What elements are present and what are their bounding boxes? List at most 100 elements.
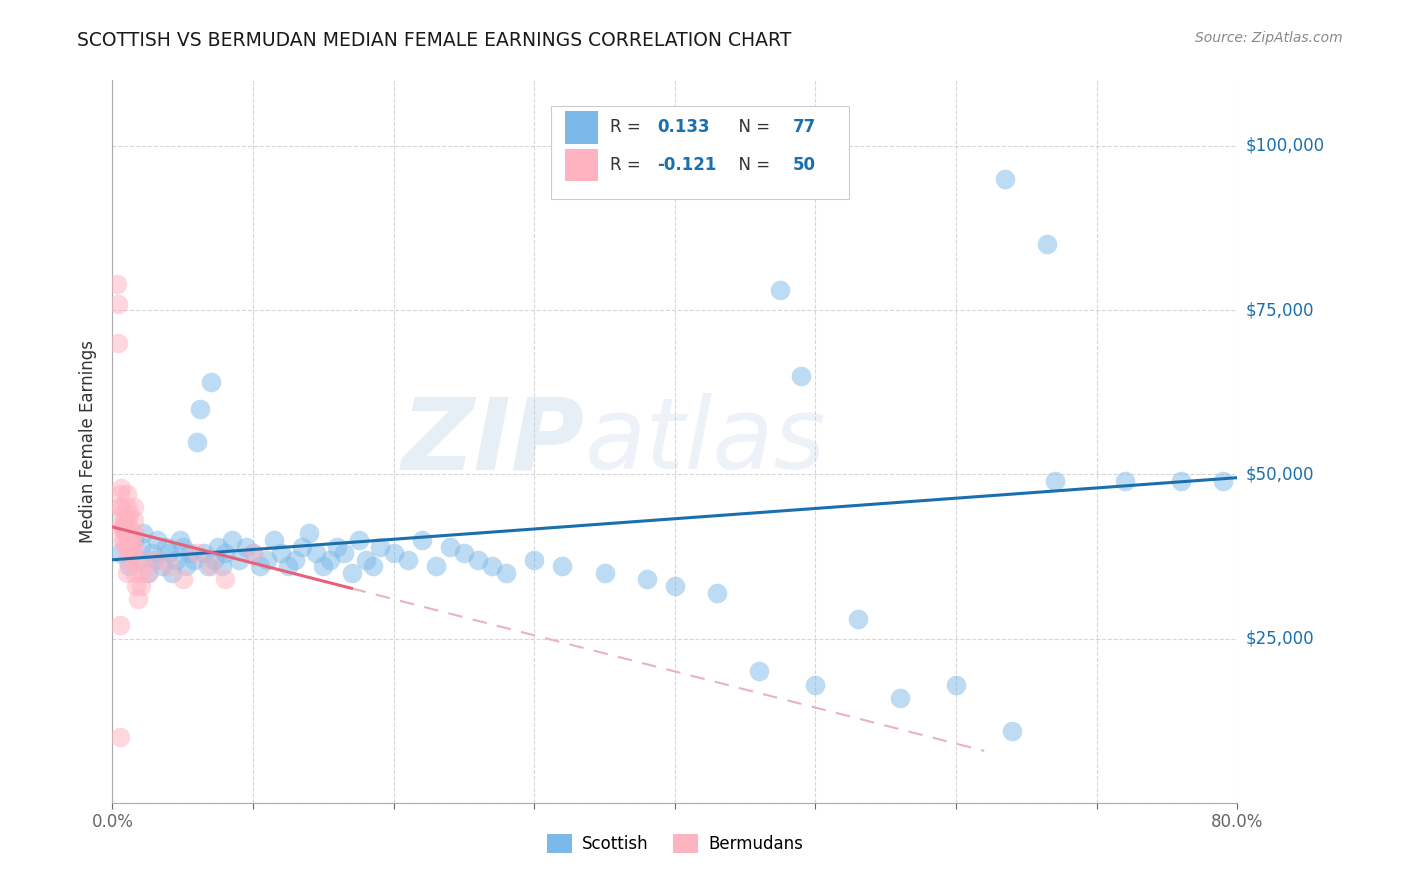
Point bbox=[411, 533, 433, 547]
Point bbox=[150, 559, 173, 574]
Point bbox=[333, 546, 356, 560]
Point bbox=[347, 533, 370, 547]
Y-axis label: Median Female Earnings: Median Female Earnings bbox=[79, 340, 97, 543]
Point bbox=[769, 284, 792, 298]
Point bbox=[664, 579, 686, 593]
Text: $75,000: $75,000 bbox=[1246, 301, 1315, 319]
Point bbox=[636, 573, 658, 587]
Point bbox=[242, 546, 264, 560]
Point bbox=[136, 566, 159, 580]
Point bbox=[846, 612, 869, 626]
Point bbox=[1114, 474, 1136, 488]
Point bbox=[112, 520, 135, 534]
Point bbox=[115, 540, 138, 554]
Text: R =: R = bbox=[610, 156, 645, 174]
Point bbox=[200, 559, 222, 574]
Text: Source: ZipAtlas.com: Source: ZipAtlas.com bbox=[1195, 31, 1343, 45]
Point bbox=[115, 526, 138, 541]
Point bbox=[467, 553, 489, 567]
Point bbox=[157, 546, 180, 560]
Point bbox=[108, 487, 131, 501]
Point bbox=[114, 540, 136, 554]
Point bbox=[129, 540, 152, 554]
Point bbox=[439, 540, 461, 554]
Point bbox=[129, 566, 152, 580]
Point bbox=[108, 546, 131, 560]
Point bbox=[141, 546, 163, 560]
FancyBboxPatch shape bbox=[551, 105, 849, 200]
Point bbox=[107, 296, 129, 310]
Point bbox=[165, 553, 187, 567]
Point bbox=[305, 546, 328, 560]
Point bbox=[270, 546, 292, 560]
Text: N =: N = bbox=[728, 119, 775, 136]
Point bbox=[112, 520, 135, 534]
Point bbox=[945, 677, 967, 691]
Point bbox=[228, 553, 250, 567]
Point bbox=[146, 533, 169, 547]
Point bbox=[186, 546, 208, 560]
Point bbox=[108, 730, 131, 744]
Text: R =: R = bbox=[610, 119, 645, 136]
Text: N =: N = bbox=[728, 156, 775, 174]
Point bbox=[115, 513, 138, 527]
Point bbox=[124, 566, 146, 580]
Point bbox=[1036, 237, 1059, 252]
Text: $25,000: $25,000 bbox=[1246, 630, 1315, 648]
Point bbox=[172, 540, 194, 554]
Point bbox=[157, 559, 180, 574]
Point bbox=[197, 559, 219, 574]
Point bbox=[277, 559, 299, 574]
Point bbox=[129, 553, 152, 567]
Point bbox=[183, 553, 205, 567]
Point bbox=[188, 401, 211, 416]
Point bbox=[319, 553, 342, 567]
Text: 0.133: 0.133 bbox=[657, 119, 710, 136]
Point bbox=[312, 559, 335, 574]
Point bbox=[368, 540, 391, 554]
Point bbox=[523, 553, 546, 567]
Point bbox=[118, 507, 141, 521]
FancyBboxPatch shape bbox=[565, 149, 599, 181]
Point bbox=[1001, 723, 1024, 738]
Point bbox=[382, 546, 405, 560]
Point bbox=[326, 540, 349, 554]
Point bbox=[186, 434, 208, 449]
Point bbox=[122, 533, 145, 547]
Point bbox=[132, 526, 155, 541]
Point bbox=[256, 553, 278, 567]
Point bbox=[127, 592, 149, 607]
Point bbox=[340, 566, 363, 580]
Point bbox=[107, 336, 129, 351]
Point bbox=[115, 566, 138, 580]
Point bbox=[221, 533, 243, 547]
Point bbox=[108, 500, 131, 515]
Text: ZIP: ZIP bbox=[402, 393, 585, 490]
Text: -0.121: -0.121 bbox=[657, 156, 716, 174]
Point bbox=[118, 559, 141, 574]
Point bbox=[790, 368, 813, 383]
Point bbox=[994, 171, 1017, 186]
Point bbox=[214, 546, 236, 560]
Point bbox=[127, 553, 149, 567]
Point bbox=[121, 540, 143, 554]
Point bbox=[108, 520, 131, 534]
Point bbox=[124, 553, 146, 567]
Point bbox=[202, 553, 225, 567]
Point bbox=[193, 546, 215, 560]
Point bbox=[172, 573, 194, 587]
Point bbox=[121, 526, 143, 541]
Point bbox=[169, 533, 191, 547]
Point bbox=[111, 533, 134, 547]
Point bbox=[298, 526, 321, 541]
Point bbox=[551, 559, 574, 574]
Point bbox=[748, 665, 770, 679]
Point bbox=[110, 481, 132, 495]
Point bbox=[235, 540, 257, 554]
Point bbox=[111, 520, 134, 534]
Point bbox=[354, 553, 377, 567]
FancyBboxPatch shape bbox=[565, 111, 599, 144]
Point bbox=[211, 559, 233, 574]
Point bbox=[129, 579, 152, 593]
Point bbox=[200, 376, 222, 390]
